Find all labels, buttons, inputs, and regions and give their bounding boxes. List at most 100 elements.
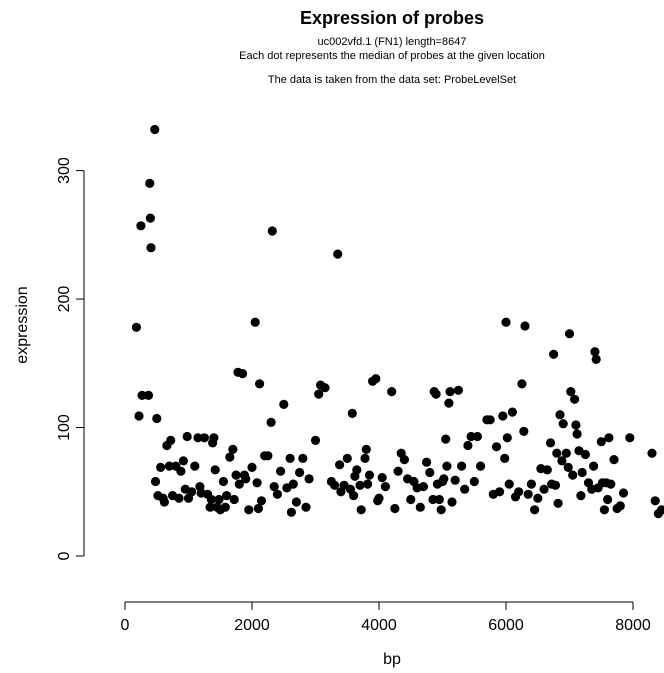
data-point — [266, 417, 276, 427]
y-tick-label: 100 — [56, 414, 73, 441]
data-point — [291, 497, 301, 507]
data-point — [244, 505, 254, 515]
data-point — [428, 494, 438, 505]
data-point — [418, 482, 428, 492]
data-point — [349, 491, 359, 501]
data-point — [563, 462, 573, 472]
data-point — [436, 505, 446, 515]
data-point — [143, 390, 154, 400]
y-tick-label: 0 — [56, 551, 73, 560]
data-point — [199, 433, 209, 443]
data-point — [566, 387, 576, 397]
data-point — [519, 426, 529, 436]
data-point — [495, 487, 505, 497]
data-point — [263, 451, 273, 461]
data-point — [269, 482, 279, 492]
data-point — [252, 478, 262, 488]
data-point — [425, 467, 435, 478]
x-tick-label: 0 — [121, 617, 130, 634]
data-point — [136, 221, 146, 231]
data-point — [657, 505, 664, 515]
data-point — [557, 456, 567, 466]
data-point — [256, 496, 267, 506]
data-point — [457, 461, 467, 471]
data-point — [272, 489, 282, 499]
data-point — [463, 440, 473, 451]
data-point — [406, 494, 416, 505]
data-point — [570, 394, 580, 404]
data-point — [352, 465, 362, 475]
data-point — [422, 457, 432, 467]
data-point — [134, 411, 144, 421]
data-point — [210, 465, 220, 475]
chart-subtitle-3: The data is taken from the data set: Pro… — [268, 74, 516, 86]
data-point — [190, 461, 200, 471]
data-point — [176, 466, 186, 476]
data-point — [320, 383, 330, 393]
y-tick-label: 200 — [56, 286, 73, 313]
data-point — [599, 505, 610, 515]
data-point — [520, 321, 530, 331]
data-point — [187, 487, 197, 497]
data-point — [555, 410, 565, 420]
data-point — [498, 411, 508, 421]
data-point — [460, 484, 470, 494]
data-point — [333, 249, 343, 259]
data-point — [615, 501, 625, 511]
data-point — [390, 503, 400, 514]
data-point — [314, 389, 324, 399]
data-point — [572, 429, 582, 439]
data-point — [523, 489, 533, 499]
data-point — [361, 444, 371, 454]
points-layer — [131, 124, 664, 519]
y-axis: 0 100 200 300 — [56, 157, 85, 560]
data-point — [530, 505, 540, 515]
data-point — [514, 487, 524, 497]
data-point — [253, 503, 263, 514]
data-point — [387, 387, 397, 397]
data-point — [206, 494, 216, 505]
x-tick-label: 4000 — [361, 617, 397, 634]
data-point — [267, 226, 277, 236]
data-point — [250, 317, 260, 327]
data-point — [517, 379, 527, 389]
x-tick-label: 2000 — [234, 617, 270, 634]
data-point — [442, 461, 452, 471]
data-point — [295, 467, 305, 478]
data-point — [131, 322, 141, 332]
data-point — [580, 449, 591, 460]
data-point — [450, 475, 460, 485]
data-point — [205, 502, 215, 512]
data-point — [380, 482, 390, 492]
data-point — [146, 243, 156, 253]
data-point — [596, 437, 606, 447]
data-point — [552, 448, 562, 458]
data-point — [241, 474, 251, 484]
data-point — [577, 467, 587, 478]
data-point — [298, 453, 308, 463]
data-point — [472, 431, 482, 442]
x-axis-label: bp — [383, 651, 401, 668]
data-point — [501, 317, 511, 327]
data-point — [491, 442, 502, 452]
data-point — [229, 494, 239, 505]
data-point — [145, 213, 155, 223]
data-point — [542, 465, 552, 475]
data-point — [166, 435, 176, 445]
chart-subtitle-2: Each dot represents the median of probes… — [239, 50, 545, 62]
data-point — [568, 470, 578, 480]
data-point — [145, 178, 155, 188]
data-point — [356, 505, 366, 515]
data-point — [220, 502, 230, 512]
data-point — [225, 452, 235, 462]
data-point — [603, 494, 613, 505]
data-point — [234, 479, 244, 489]
data-point — [539, 484, 549, 494]
data-point — [288, 479, 298, 489]
data-point — [276, 466, 286, 476]
data-point — [502, 433, 512, 443]
x-tick-label: 6000 — [488, 617, 524, 634]
data-point — [591, 354, 601, 364]
data-point — [618, 488, 629, 498]
data-point — [371, 374, 381, 384]
